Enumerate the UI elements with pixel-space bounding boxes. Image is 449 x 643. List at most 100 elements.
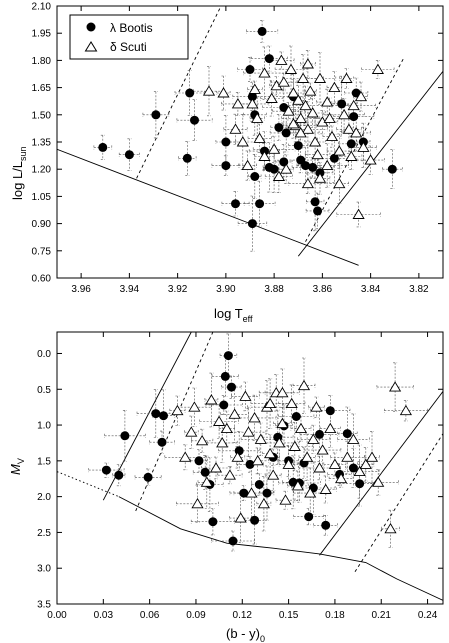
x-axis-label-bottom: (b - y)0 — [226, 626, 265, 643]
point-delta-scuti — [251, 112, 264, 123]
point-lambda-bootis — [151, 110, 161, 120]
point-lambda-bootis — [114, 470, 124, 480]
point-delta-scuti — [352, 208, 365, 219]
point-lambda-bootis — [349, 112, 359, 122]
point-delta-scuti — [171, 404, 184, 416]
point-lambda-bootis — [245, 459, 255, 469]
svg-text:δ Scuti: δ Scuti — [110, 40, 147, 54]
point-delta-scuti — [384, 522, 397, 534]
y-tick-label: 1.95 — [32, 29, 52, 40]
x-tick-label: 3.94 — [120, 284, 140, 295]
point-delta-scuti — [287, 118, 300, 129]
point-delta-scuti — [297, 72, 310, 83]
point-lambda-bootis — [245, 65, 255, 74]
point-delta-scuti — [264, 447, 277, 459]
x-tick-label: 0.09 — [186, 610, 206, 621]
point-delta-scuti — [306, 107, 319, 118]
point-lambda-bootis — [264, 54, 274, 64]
x-tick-label: 3.96 — [71, 284, 91, 295]
point-delta-scuti — [188, 401, 201, 412]
y-tick-label: 2.5 — [37, 528, 51, 539]
point-delta-scuti — [399, 404, 412, 416]
error-bar-lambda-bootis — [196, 457, 224, 512]
point-delta-scuti — [304, 487, 317, 498]
error-bar-lambda-bootis — [211, 355, 239, 397]
legend-symbol-lambda: λ — [110, 21, 116, 35]
point-delta-scuti — [272, 170, 286, 181]
error-bar-delta-scuti — [329, 163, 349, 204]
point-lambda-bootis — [274, 123, 284, 132]
point-delta-scuti — [254, 433, 267, 444]
point-lambda-bootis — [293, 141, 303, 151]
error-bar-delta-scuti — [252, 135, 296, 163]
point-delta-scuti — [313, 462, 326, 473]
error-bar-delta-scuti — [264, 159, 293, 193]
point-delta-scuti — [294, 422, 308, 434]
point-lambda-bootis — [143, 472, 153, 482]
point-delta-scuti — [282, 458, 295, 469]
point-lambda-bootis — [247, 219, 257, 229]
point-lambda-bootis — [227, 382, 236, 392]
point-delta-scuti — [338, 108, 351, 120]
point-delta-scuti — [282, 105, 295, 116]
point-delta-scuti — [277, 76, 290, 87]
point-delta-scuti — [389, 381, 402, 392]
point-lambda-bootis — [228, 536, 238, 546]
tick-labels: 0.00 0.03 0.06 0.09 0.12 0.15 0.18 0.21 0.24 0.0 0… — [37, 349, 438, 621]
point-delta-scuti — [205, 394, 218, 405]
boundary-line-dashed-2 — [305, 56, 405, 242]
point-delta-scuti — [223, 469, 236, 480]
legend-label-lambda-bootis: Bootis — [116, 21, 153, 35]
point-lambda-bootis — [223, 351, 233, 361]
point-delta-scuti — [301, 58, 314, 69]
x-tick-label: 0.15 — [279, 610, 299, 621]
point-delta-scuti — [325, 130, 339, 142]
point-lambda-bootis — [220, 371, 230, 381]
y-tick-label: 0.60 — [32, 274, 52, 285]
point-delta-scuti — [316, 444, 329, 455]
point-delta-scuti — [245, 487, 258, 498]
legend-symbol-delta: δ — [110, 40, 117, 54]
point-lambda-bootis — [348, 463, 358, 473]
boundary-line-dotted-4 — [57, 471, 119, 498]
y-axis-label-bottom: MV — [8, 458, 26, 475]
point-delta-scuti — [372, 476, 385, 487]
point-lambda-bootis — [101, 465, 111, 475]
y-tick-label: 2.10 — [32, 2, 52, 13]
point-delta-scuti — [301, 177, 314, 189]
point-delta-scuti — [311, 148, 324, 160]
boundary-line-solid-2 — [319, 391, 443, 556]
point-lambda-bootis — [346, 139, 356, 149]
x-tick-label: 3.86 — [313, 284, 333, 295]
point-delta-scuti — [297, 379, 311, 391]
point-delta-scuti — [267, 469, 280, 480]
point-delta-scuti — [307, 433, 320, 444]
point-lambda-bootis — [321, 520, 331, 530]
x-tick-label: 0.03 — [94, 610, 114, 621]
point-lambda-bootis — [313, 206, 323, 216]
point-delta-scuti — [217, 87, 230, 98]
y-tick-label: 0.90 — [32, 219, 52, 230]
point-lambda-bootis — [291, 412, 301, 421]
point-lambda-bootis — [250, 172, 260, 181]
point-delta-scuti — [228, 408, 241, 419]
tick-marks — [57, 5, 443, 279]
point-delta-scuti — [319, 483, 332, 494]
point-delta-scuti — [276, 386, 289, 398]
point-delta-scuti — [191, 497, 204, 509]
data-points — [98, 26, 397, 229]
y-tick-label: 1.0 — [37, 421, 51, 432]
point-lambda-bootis — [310, 197, 320, 207]
point-delta-scuti — [257, 497, 270, 509]
tick-marks — [56, 332, 443, 605]
point-lambda-bootis — [221, 137, 231, 147]
error-bar-delta-scuti — [216, 75, 231, 111]
point-delta-scuti — [236, 136, 249, 147]
point-lambda-bootis — [190, 115, 199, 125]
x-tick-label: 0.12 — [233, 610, 253, 621]
y-tick-label: 1.80 — [32, 56, 52, 67]
point-delta-scuti — [251, 454, 264, 466]
point-delta-scuti — [301, 451, 314, 462]
point-delta-scuti — [294, 127, 307, 138]
point-delta-scuti — [333, 145, 346, 156]
